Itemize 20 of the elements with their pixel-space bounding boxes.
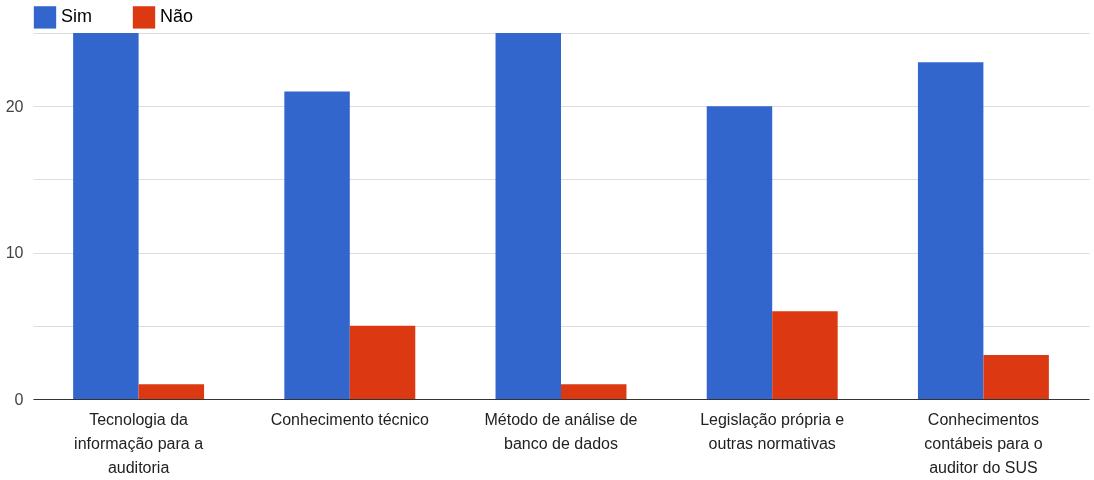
bar bbox=[349, 325, 416, 399]
bar bbox=[73, 33, 139, 399]
x-tick-label: Método de análise de banco de dados bbox=[484, 410, 638, 452]
x-tick-label: Conhecimento técnico bbox=[270, 410, 430, 428]
bar bbox=[284, 91, 350, 399]
bar bbox=[138, 384, 205, 399]
bar bbox=[917, 62, 984, 399]
bar bbox=[983, 355, 1049, 399]
y-tick-label: 10 bbox=[5, 244, 24, 262]
y-tick-label: 0 bbox=[14, 390, 24, 408]
legend-label: Não bbox=[160, 6, 194, 27]
y-tick-label: 20 bbox=[5, 97, 24, 115]
x-tick-label: Tecnologia da informação para a auditoria bbox=[74, 410, 204, 476]
x-tick-label: Conhecimentos contábeis para o auditor do SUS bbox=[924, 410, 1043, 476]
legend-label: Sim bbox=[61, 6, 92, 27]
bar bbox=[561, 384, 627, 399]
bar bbox=[495, 33, 561, 399]
x-tick-label: Legislação própria e outras normativas bbox=[700, 410, 845, 452]
bar bbox=[772, 311, 838, 399]
bar bbox=[706, 106, 773, 399]
